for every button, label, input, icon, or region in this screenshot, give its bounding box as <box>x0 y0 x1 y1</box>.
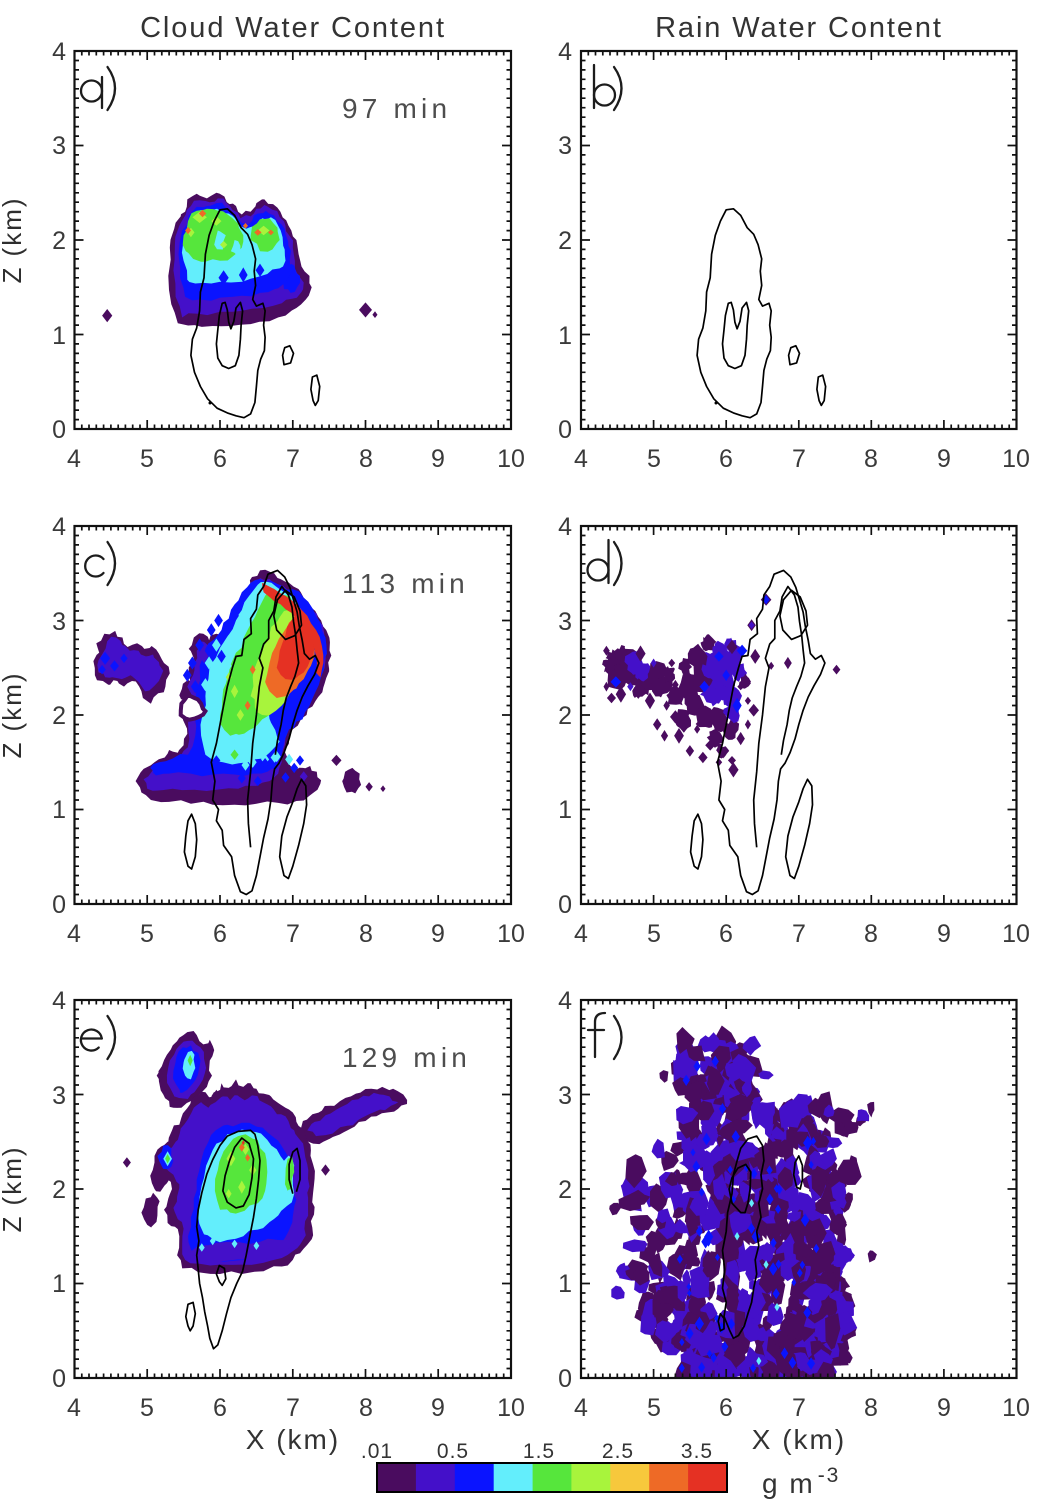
svg-text:7: 7 <box>792 920 806 948</box>
svg-text:1: 1 <box>52 796 66 824</box>
svg-text:Z (km): Z (km) <box>0 196 27 283</box>
svg-text:3: 3 <box>558 1082 572 1110</box>
svg-text:4: 4 <box>67 920 81 948</box>
svg-text:1: 1 <box>558 1270 572 1298</box>
svg-text:2: 2 <box>558 227 572 255</box>
svg-text:9: 9 <box>937 920 951 948</box>
svg-text:2: 2 <box>52 1176 66 1204</box>
svg-text:6: 6 <box>719 445 733 473</box>
svg-text:7: 7 <box>286 1394 300 1422</box>
svg-text:10: 10 <box>1002 920 1030 948</box>
svg-text:4: 4 <box>574 920 588 948</box>
svg-text:3.5: 3.5 <box>681 1440 713 1463</box>
svg-text:8: 8 <box>864 1394 878 1422</box>
svg-text:0: 0 <box>52 891 66 919</box>
svg-text:9: 9 <box>937 445 951 473</box>
svg-text:4: 4 <box>67 1394 81 1422</box>
svg-text:9: 9 <box>431 1394 445 1422</box>
svg-text:3: 3 <box>558 608 572 636</box>
svg-text:7: 7 <box>792 445 806 473</box>
svg-text:1: 1 <box>558 322 572 350</box>
svg-text:Cloud Water Content: Cloud Water Content <box>140 12 446 44</box>
svg-text:97 min: 97 min <box>342 93 451 124</box>
svg-text:1: 1 <box>558 796 572 824</box>
svg-text:8: 8 <box>864 445 878 473</box>
svg-text:6: 6 <box>719 920 733 948</box>
svg-text:6: 6 <box>719 1394 733 1422</box>
svg-text:8: 8 <box>864 920 878 948</box>
svg-text:1: 1 <box>52 322 66 350</box>
svg-text:10: 10 <box>1002 1394 1030 1422</box>
svg-text:4: 4 <box>52 38 66 66</box>
svg-text:9: 9 <box>937 1394 951 1422</box>
svg-text:5: 5 <box>140 920 154 948</box>
svg-text:1.5: 1.5 <box>523 1440 555 1463</box>
svg-text:9: 9 <box>431 920 445 948</box>
svg-text:6: 6 <box>213 1394 227 1422</box>
svg-text:0: 0 <box>52 416 66 444</box>
svg-text:4: 4 <box>558 513 572 541</box>
svg-text:Rain Water Content: Rain Water Content <box>655 12 943 44</box>
svg-text:5: 5 <box>647 445 661 473</box>
svg-text:5: 5 <box>140 445 154 473</box>
svg-text:8: 8 <box>359 920 373 948</box>
svg-text:5: 5 <box>647 920 661 948</box>
svg-text:7: 7 <box>792 1394 806 1422</box>
svg-text:6: 6 <box>213 920 227 948</box>
svg-text:4: 4 <box>558 987 572 1015</box>
svg-text:4: 4 <box>52 987 66 1015</box>
svg-text:2: 2 <box>558 702 572 730</box>
svg-text:0: 0 <box>558 891 572 919</box>
svg-text:10: 10 <box>497 1394 525 1422</box>
svg-text:Z (km): Z (km) <box>0 671 27 758</box>
svg-text:9: 9 <box>431 445 445 473</box>
svg-text:1: 1 <box>52 1270 66 1298</box>
svg-text:2.5: 2.5 <box>602 1440 634 1463</box>
svg-text:4: 4 <box>558 38 572 66</box>
svg-text:6: 6 <box>213 445 227 473</box>
svg-text:4: 4 <box>67 445 81 473</box>
svg-text:Z (km): Z (km) <box>0 1145 27 1232</box>
svg-text:0: 0 <box>52 1365 66 1393</box>
svg-text:X (km): X (km) <box>752 1424 846 1455</box>
svg-text:0: 0 <box>558 1365 572 1393</box>
svg-text:2: 2 <box>558 1176 572 1204</box>
svg-text:.01: .01 <box>361 1440 393 1463</box>
svg-text:3: 3 <box>52 1082 66 1110</box>
svg-text:10: 10 <box>497 445 525 473</box>
svg-text:4: 4 <box>574 445 588 473</box>
svg-text:5: 5 <box>140 1394 154 1422</box>
svg-text:8: 8 <box>359 445 373 473</box>
svg-text:10: 10 <box>1002 445 1030 473</box>
svg-text:8: 8 <box>359 1394 373 1422</box>
svg-text:7: 7 <box>286 445 300 473</box>
svg-text:X (km): X (km) <box>246 1424 340 1455</box>
svg-text:4: 4 <box>52 513 66 541</box>
svg-text:3: 3 <box>558 132 572 160</box>
svg-text:4: 4 <box>574 1394 588 1422</box>
svg-text:113 min: 113 min <box>342 568 469 599</box>
svg-text:7: 7 <box>286 920 300 948</box>
svg-text:129 min: 129 min <box>342 1042 471 1073</box>
svg-text:10: 10 <box>497 920 525 948</box>
svg-text:0.5: 0.5 <box>437 1440 469 1463</box>
svg-text:5: 5 <box>647 1394 661 1422</box>
svg-text:3: 3 <box>52 132 66 160</box>
svg-text:2: 2 <box>52 227 66 255</box>
svg-text:0: 0 <box>558 416 572 444</box>
svg-text:3: 3 <box>52 608 66 636</box>
svg-text:2: 2 <box>52 702 66 730</box>
